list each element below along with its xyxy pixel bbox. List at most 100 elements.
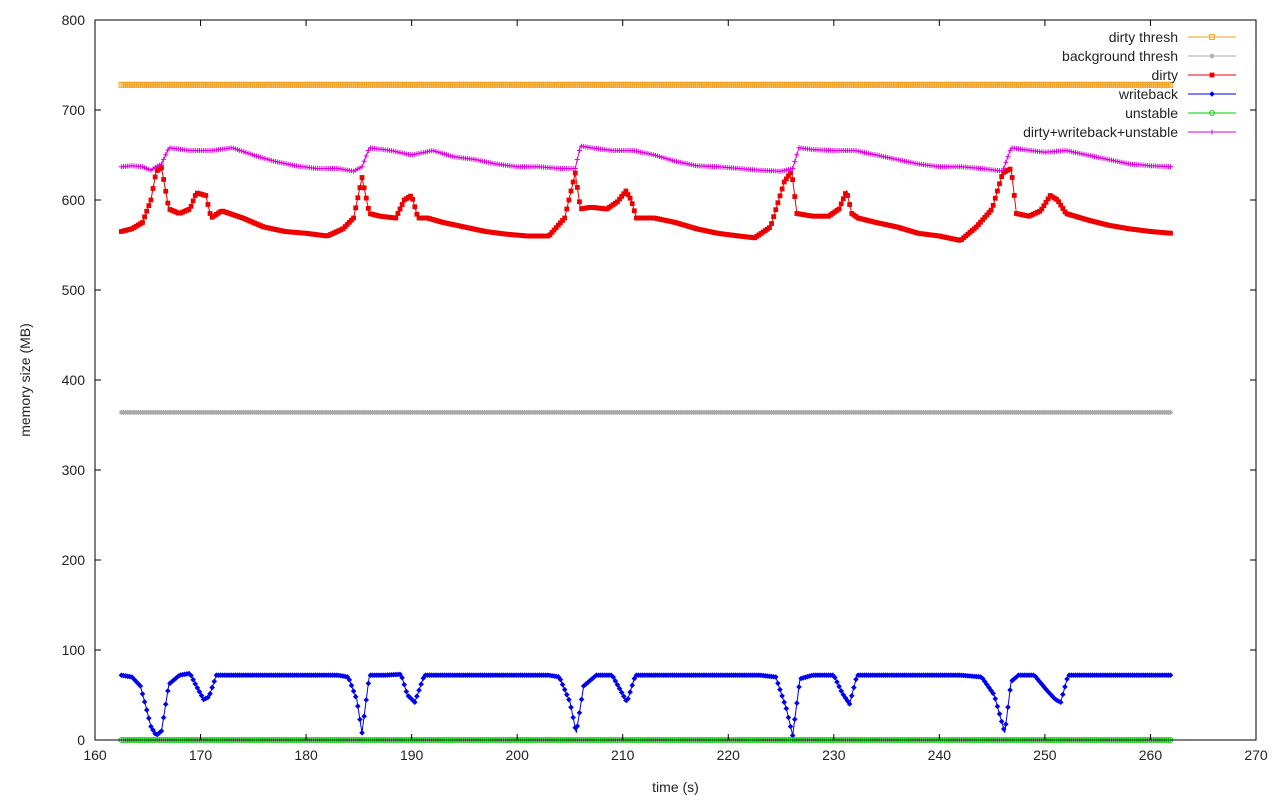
dirty-point xyxy=(355,195,361,201)
dirty-point xyxy=(1009,175,1015,180)
writeback-point xyxy=(192,681,199,687)
dirty-writeback-unstable-point xyxy=(790,166,796,171)
writeback-point xyxy=(832,674,838,681)
dirty-point xyxy=(357,185,363,191)
dirty-writeback-unstable-point xyxy=(1001,165,1007,171)
writeback-point xyxy=(346,677,353,683)
dirty-point xyxy=(1007,166,1013,172)
dirty-point xyxy=(631,208,637,214)
y-tick-label: 200 xyxy=(62,552,86,568)
writeback-point xyxy=(791,716,798,723)
legend-marker xyxy=(1209,129,1215,135)
writeback-point xyxy=(146,715,152,722)
x-tick-label: 210 xyxy=(611,747,635,763)
dirty-point xyxy=(410,196,416,202)
legend-label: dirty xyxy=(1152,67,1178,83)
dirty-point xyxy=(190,198,196,204)
writeback-point xyxy=(846,701,853,707)
dirty-point xyxy=(393,215,399,221)
dirty-writeback-unstable-point xyxy=(999,168,1005,174)
y-tick-label: 0 xyxy=(77,732,85,748)
dirty-point xyxy=(781,179,787,185)
dirty-writeback-unstable-point xyxy=(574,157,580,162)
dirty-point xyxy=(412,204,418,210)
dirty-point xyxy=(568,188,574,194)
writeback-point xyxy=(1003,721,1009,728)
dirty-point xyxy=(773,207,779,213)
writeback-point xyxy=(614,681,621,688)
dirty-point xyxy=(186,207,192,212)
legend-marker xyxy=(1209,34,1215,40)
dirty-point xyxy=(1060,206,1066,211)
series-dirty xyxy=(118,165,1173,243)
legend-item-dirty: dirty xyxy=(1152,67,1236,83)
writeback-point xyxy=(1007,687,1013,693)
dirty-point xyxy=(159,165,164,170)
dirty-writeback-unstable-point xyxy=(1005,154,1011,160)
legend-label: dirty thresh xyxy=(1109,29,1178,45)
dirty-point xyxy=(165,200,171,206)
x-tick-label: 230 xyxy=(822,747,846,763)
dirty-writeback-unstable-point xyxy=(1003,159,1009,165)
dirty-point xyxy=(786,173,791,179)
dirty-writeback-unstable-point xyxy=(1007,148,1013,154)
x-tick-label: 160 xyxy=(83,747,107,763)
dirty-point xyxy=(414,211,420,217)
writeback-point xyxy=(623,697,629,704)
legend-item-dirty-writeback-unstable: dirty+writeback+unstable xyxy=(1023,124,1236,140)
dirty-point xyxy=(555,222,561,228)
writeback-point xyxy=(196,688,203,695)
dirty-point xyxy=(163,188,169,194)
writeback-point xyxy=(794,700,800,706)
dirty-point xyxy=(205,202,211,207)
x-tick-label: 190 xyxy=(400,747,424,763)
ticks-layer: 160 170 180 190 200 210 220 230 240 250 260 270 0 100… xyxy=(62,12,1268,763)
writeback-point xyxy=(789,732,796,739)
writeback-point xyxy=(397,671,403,678)
dirty-writeback-unstable-point xyxy=(792,159,798,165)
series-writeback xyxy=(118,670,1174,739)
dirty-point xyxy=(629,201,635,206)
dirty-point xyxy=(574,185,580,190)
x-tick-label: 180 xyxy=(294,747,318,763)
x-tick-label: 270 xyxy=(1244,747,1268,763)
dirty-point xyxy=(1039,206,1045,212)
dirty-writeback-unstable-point xyxy=(576,148,582,153)
writeback-point xyxy=(618,689,625,696)
dirty-point xyxy=(995,188,1000,194)
writeback-point xyxy=(777,686,783,693)
y-axis-label: memory size (MB) xyxy=(17,323,33,437)
dirty-point xyxy=(150,186,156,191)
y-tick-label: 500 xyxy=(62,282,86,298)
writeback-point xyxy=(401,681,408,688)
writeback-point xyxy=(418,681,424,687)
series-dirty-writeback-unstable xyxy=(118,143,1174,174)
writeback-point xyxy=(783,705,790,712)
dirty-point xyxy=(777,193,783,199)
legend: dirty thresh background thresh dirty writeb… xyxy=(1023,29,1236,140)
dirty-point xyxy=(395,211,401,216)
writeback-point xyxy=(620,693,627,700)
dirty-point xyxy=(353,205,359,211)
y-tick-label: 800 xyxy=(62,12,86,28)
dirty-point xyxy=(140,220,145,225)
dirty-point xyxy=(771,214,777,220)
writeback-point xyxy=(131,676,137,683)
writeback-point xyxy=(1064,676,1070,682)
dirty-point xyxy=(1011,193,1017,198)
legend-label: background thresh xyxy=(1062,48,1178,64)
writeback-point xyxy=(772,674,779,680)
writeback-point xyxy=(629,682,636,689)
series-background-thresh xyxy=(118,409,1174,415)
writeback-point xyxy=(198,692,205,699)
writeback-point xyxy=(158,728,165,734)
dirty-writeback-unstable-point xyxy=(361,158,367,164)
writeback-point xyxy=(591,674,598,680)
dirty-point xyxy=(572,170,578,176)
writeback-point xyxy=(781,699,788,705)
writeback-point xyxy=(407,695,414,701)
dirty-point xyxy=(627,195,633,201)
dirty-point xyxy=(361,185,367,191)
dirty-point xyxy=(1043,199,1049,205)
